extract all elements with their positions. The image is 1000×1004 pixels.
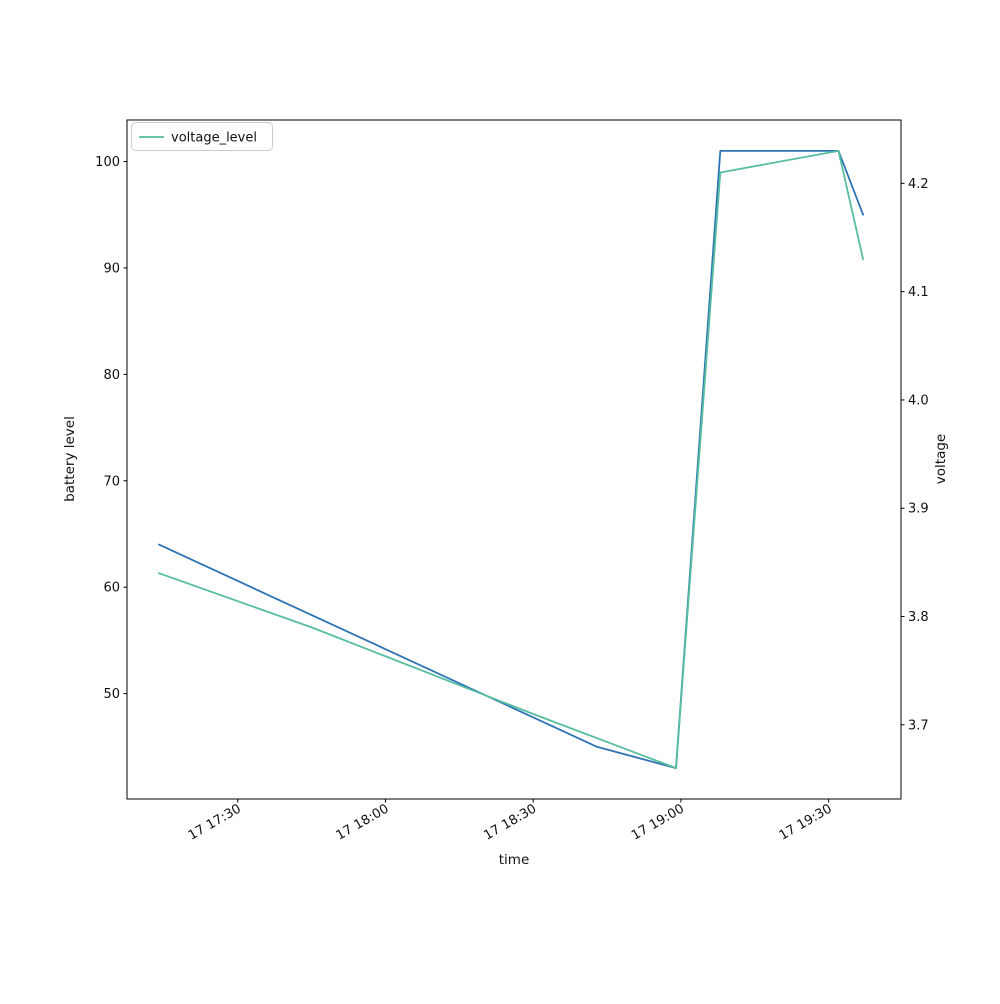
right-y-tick-label: 4.1 [908,285,929,300]
x-tick-label: 17 18:30 [481,801,539,843]
legend-label: voltage_level [171,131,257,146]
right-y-tick-label: 3.8 [908,610,929,625]
x-tick-label: 17 17:30 [186,801,244,843]
legend: voltage_level [131,122,273,151]
right-y-tick-label: 4.2 [908,177,929,192]
battery-series-line [158,150,864,769]
right-y-tick-label: 3.9 [908,502,929,517]
left-y-tick-label: 90 [103,261,120,276]
right-y-tick-label: 3.7 [908,718,929,733]
right-y-axis-label: voltage [933,434,949,484]
left-y-axis-ticks: 50 60 70 80 90 100 [95,155,127,702]
left-y-tick-label: 50 [103,687,120,702]
left-y-axis-label: battery level [62,416,78,502]
x-axis-ticks: 17 17:30 17 18:00 17 18:30 17 19:00 17 19:30 [186,799,835,844]
x-axis-label: time [499,852,530,868]
left-y-tick-label: 60 [103,581,120,596]
left-y-tick-label: 80 [103,368,120,383]
left-y-tick-label: 70 [103,474,120,489]
legend-box [131,122,273,151]
plot-area [126,119,902,800]
left-y-tick-label: 100 [95,155,120,170]
x-tick-label: 17 19:30 [777,801,835,843]
right-y-axis-ticks: 3.7 3.8 3.9 4.0 4.1 4.2 [901,177,929,733]
x-tick-label: 17 19:00 [629,801,687,843]
voltage-series-line [158,150,864,769]
x-tick-label: 17 18:00 [334,801,392,843]
right-y-tick-label: 4.0 [908,393,929,408]
